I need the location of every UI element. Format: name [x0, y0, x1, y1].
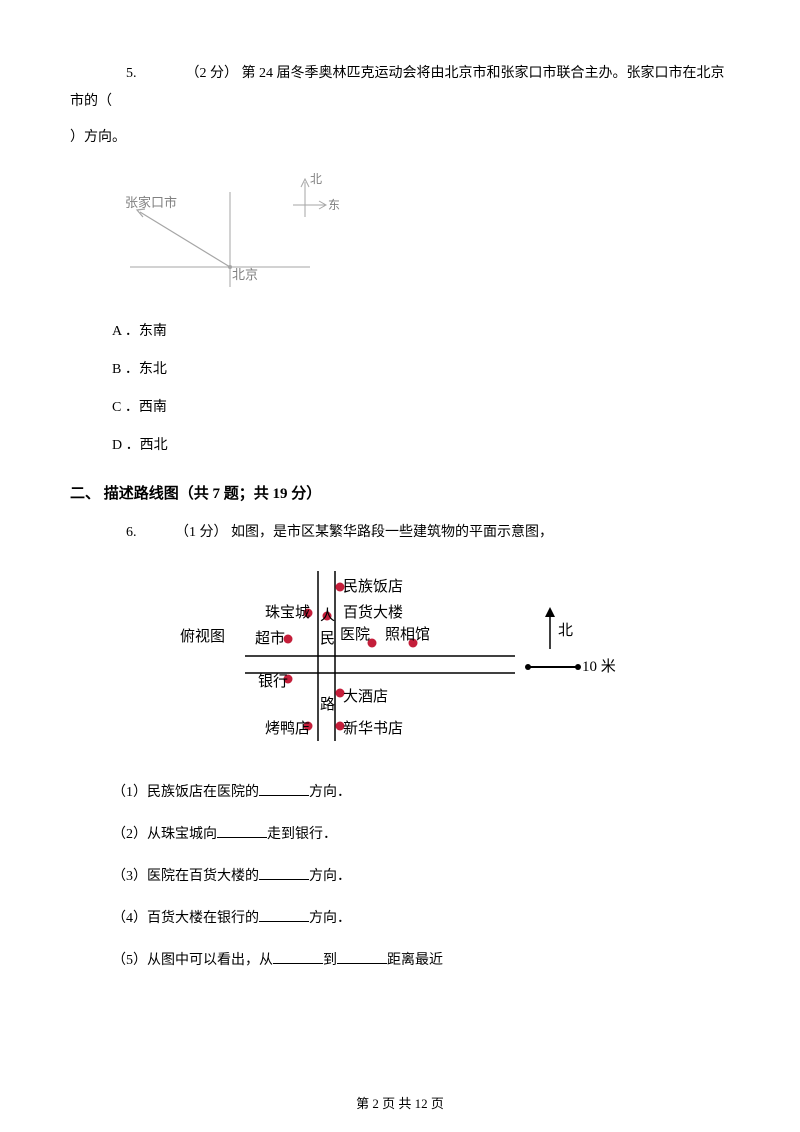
- subq-3: （3）医院在百货大楼的 方向．: [112, 865, 730, 885]
- lu-label: 路: [320, 696, 335, 713]
- renmin-label: 人: [320, 607, 335, 624]
- option-a: A ．东南: [112, 320, 730, 340]
- s5-mid: 到: [323, 953, 337, 968]
- subq-2: （2）从珠宝城向 走到银行．: [112, 823, 730, 843]
- scale-label: 10 米: [582, 658, 616, 675]
- zhubao-label: 珠宝城: [265, 604, 310, 621]
- s1-post: 方向．: [309, 785, 351, 800]
- q5-line1: 5. （2 分） 第 24 届冬季奥林匹克运动会将由北京市和张家口市联合主办。张…: [70, 60, 730, 116]
- q6-text-content: 如图，是市区某繁华路段一些建筑物的平面示意图，: [231, 525, 553, 540]
- option-c: C ．西南: [112, 396, 730, 416]
- blank-5a[interactable]: [273, 950, 323, 964]
- q5-options: A ．东南 B ．东北 C ．西南 D ．西北: [112, 320, 730, 454]
- q5-line2: ）方向。: [70, 124, 730, 152]
- s3-pre: （3）医院在百货大楼的: [112, 869, 259, 884]
- s2-post: 走到银行．: [267, 827, 337, 842]
- xinhua-label: 新华书店: [343, 720, 403, 737]
- yiyuan-label: 医院: [340, 625, 370, 643]
- q6-text: 6. （1 分） 如图，是市区某繁华路段一些建筑物的平面示意图，: [70, 521, 730, 541]
- dajiudian-label: 大酒店: [343, 688, 388, 705]
- compass-north-label: 北: [310, 172, 322, 186]
- q5-number: 5.: [98, 60, 137, 88]
- s3-post: 方向．: [309, 869, 351, 884]
- q6-diagram: 俯视图 民族饭店 珠宝城 人 百货大楼 超市 民 医院 照相馆 银行 路 大酒店…: [180, 561, 730, 756]
- s5-post: 距离最近: [387, 953, 443, 968]
- subq-1: （1）民族饭店在医院的 方向．: [112, 781, 730, 801]
- zhaoxiang-label: 照相馆: [385, 626, 430, 643]
- blank-5b[interactable]: [337, 950, 387, 964]
- subq-5: （5）从图中可以看出，从 到 距离最近: [112, 949, 730, 969]
- q5-diagram: 北 东 张家口市 北京: [110, 167, 730, 302]
- section2-header: 二、 描述路线图（共 7 题；共 19 分）: [70, 482, 730, 503]
- north-label: 北: [558, 622, 573, 639]
- s2-pre: （2）从珠宝城向: [112, 827, 217, 842]
- compass-east-label: 东: [328, 198, 340, 212]
- min-label: 民: [320, 631, 335, 647]
- s1-pre: （1）民族饭店在医院的: [112, 785, 259, 800]
- kaoya-label: 烤鸭店: [265, 720, 310, 737]
- q6-subquestions: （1）民族饭店在医院的方向． （2）从珠宝城向走到银行． （3）医院在百货大楼的…: [112, 781, 730, 969]
- baihuo-label: 百货大楼: [343, 604, 403, 621]
- blank-4[interactable]: [259, 908, 309, 922]
- s4-pre: （4）百货大楼在银行的: [112, 911, 259, 926]
- subq-4: （4）百货大楼在银行的 方向．: [112, 907, 730, 927]
- blank-3[interactable]: [259, 866, 309, 880]
- s5-pre: （5）从图中可以看出，从: [112, 953, 273, 968]
- chaoshi-label: 超市: [255, 630, 285, 647]
- yinhang-label: 银行: [258, 673, 288, 690]
- q6-points: （1 分）: [147, 521, 228, 541]
- q5-points: （2 分）: [158, 60, 239, 88]
- page-footer: 第 2 页 共 12 页: [0, 1093, 800, 1112]
- q6-number: 6.: [98, 525, 137, 541]
- option-d: D ．西北: [112, 434, 730, 454]
- fushi-label: 俯视图: [180, 628, 225, 645]
- beijing-label: 北京: [232, 267, 258, 282]
- blank-2[interactable]: [217, 824, 267, 838]
- minzu-label: 民族饭店: [343, 578, 403, 595]
- s4-post: 方向．: [309, 911, 351, 926]
- blank-1[interactable]: [259, 782, 309, 796]
- option-b: B ．东北: [112, 358, 730, 378]
- zhangjiakou-label: 张家口市: [125, 195, 177, 210]
